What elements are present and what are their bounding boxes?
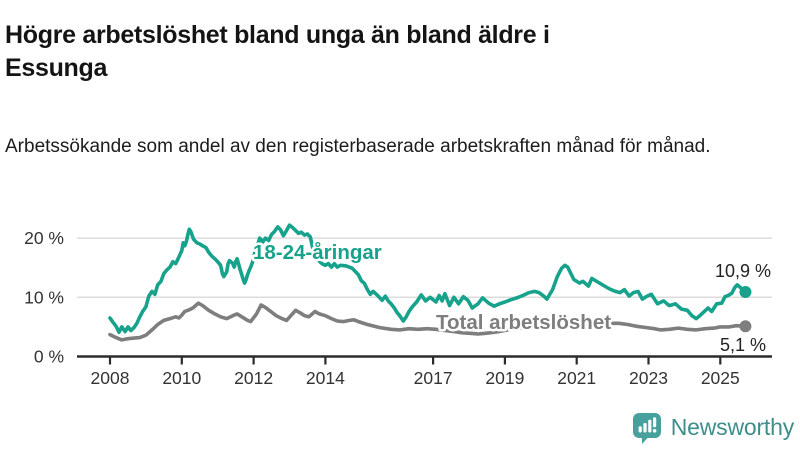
x-tick-label: 2014	[306, 368, 345, 388]
y-tick-label: 0 %	[34, 347, 64, 367]
page-title: Högre arbetslöshet bland unga än bland ä…	[5, 20, 550, 82]
y-tick-label: 10 %	[24, 287, 64, 307]
series-label-young: 18-24-åringar	[253, 241, 382, 264]
x-tick-label: 2017	[414, 368, 453, 388]
page-subtitle: Arbetssökande som andel av den registerb…	[5, 136, 711, 157]
series-line-total	[108, 301, 748, 342]
series-line-young	[108, 223, 748, 335]
series-end-dot-young	[739, 285, 752, 298]
x-tick-label: 2008	[91, 368, 130, 388]
value-label-total: 5,1 %	[720, 335, 766, 355]
value-label-young: 10,9 %	[715, 261, 771, 281]
newsworthy-chart-bubble-icon	[632, 413, 661, 444]
x-tick-label: 2010	[162, 368, 201, 388]
series-end-dot-total	[739, 320, 752, 333]
x-tick-label: 2021	[557, 368, 596, 388]
exclamation-dot	[652, 429, 657, 433]
mini-bar-chart-glyph	[638, 417, 657, 433]
series-label-total: Total arbetslöshet	[436, 311, 611, 334]
speech-bubble-shape	[632, 413, 661, 444]
newsworthy-logo[interactable]: Newsworthy	[631, 411, 794, 444]
newsworthy-wordmark: Newsworthy	[670, 414, 794, 440]
x-tick-label: 2023	[629, 368, 668, 388]
x-tick-label: 2012	[234, 368, 273, 388]
y-tick-label: 20 %	[24, 228, 64, 248]
x-tick-label: 2019	[485, 368, 524, 388]
exclamation-bar	[652, 417, 656, 428]
x-tick-label: 2025	[701, 368, 740, 388]
